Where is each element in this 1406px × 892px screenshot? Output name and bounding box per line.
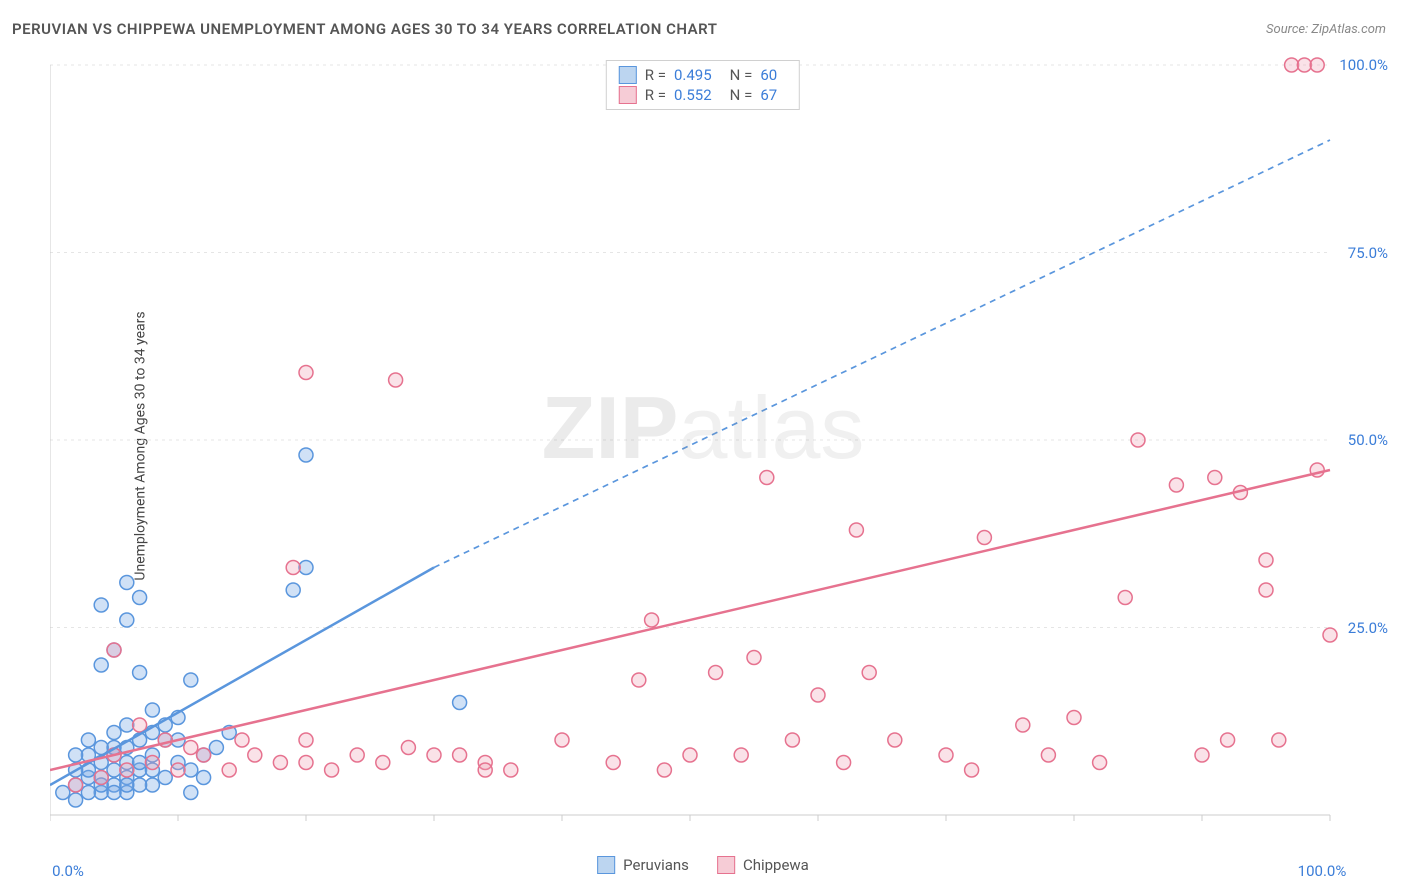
source-credit: Source: ZipAtlas.com bbox=[1266, 22, 1386, 37]
plot-area bbox=[50, 55, 1370, 835]
y-tick-25: 25.0% bbox=[1348, 619, 1388, 637]
x-tick-100: 100.0% bbox=[1298, 862, 1347, 880]
legend-label-peruvians: Peruvians bbox=[623, 856, 689, 874]
stats-row-peruvians: R = 0.495 N = 60 bbox=[619, 65, 787, 85]
scatter-plot-svg bbox=[50, 55, 1370, 835]
legend-label-chippewa: Chippewa bbox=[743, 856, 809, 874]
bottom-legend: Peruvians Chippewa bbox=[597, 856, 809, 874]
stats-row-chippewa: R = 0.552 N = 67 bbox=[619, 85, 787, 105]
y-tick-75: 75.0% bbox=[1348, 244, 1388, 262]
stats-legend-box: R = 0.495 N = 60 R = 0.552 N = 67 bbox=[606, 60, 800, 110]
y-tick-50: 50.0% bbox=[1348, 431, 1388, 449]
chippewa-swatch bbox=[619, 86, 637, 104]
y-tick-100: 100.0% bbox=[1339, 56, 1388, 74]
x-tick-0: 0.0% bbox=[52, 862, 84, 880]
peruvians-swatch bbox=[619, 66, 637, 84]
chippewa-swatch-icon bbox=[717, 856, 735, 874]
chart-title: PERUVIAN VS CHIPPEWA UNEMPLOYMENT AMONG … bbox=[12, 20, 717, 38]
peruvians-swatch-icon bbox=[597, 856, 615, 874]
legend-item-peruvians: Peruvians bbox=[597, 856, 689, 874]
legend-item-chippewa: Chippewa bbox=[717, 856, 809, 874]
chart-container: PERUVIAN VS CHIPPEWA UNEMPLOYMENT AMONG … bbox=[0, 0, 1406, 892]
